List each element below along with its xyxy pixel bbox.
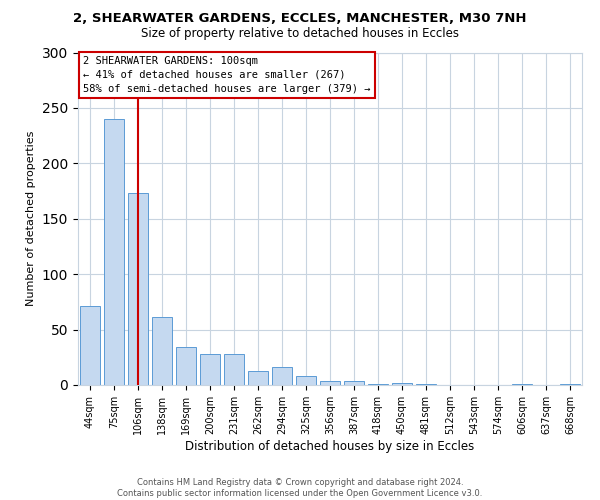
Bar (152, 318, 172, 385)
Bar (296, 376, 316, 385)
Bar (512, 384, 532, 385)
X-axis label: Distribution of detached houses by size in Eccles: Distribution of detached houses by size … (185, 440, 475, 452)
Bar (368, 384, 388, 385)
Bar (176, 348, 196, 385)
Y-axis label: Number of detached properties: Number of detached properties (26, 131, 37, 306)
Bar (392, 383, 412, 385)
Bar (248, 370, 268, 385)
Bar (416, 384, 436, 385)
Bar (104, 119, 124, 385)
Text: Contains HM Land Registry data © Crown copyright and database right 2024.
Contai: Contains HM Land Registry data © Crown c… (118, 478, 482, 498)
Text: 2 SHEARWATER GARDENS: 100sqm
← 41% of detached houses are smaller (267)
58% of s: 2 SHEARWATER GARDENS: 100sqm ← 41% of de… (83, 56, 371, 94)
Bar (200, 354, 220, 385)
Bar (320, 380, 340, 385)
Bar (344, 380, 364, 385)
Bar (224, 354, 244, 385)
Bar (272, 368, 292, 385)
Bar (560, 384, 580, 385)
Bar (80, 306, 100, 385)
Text: 2, SHEARWATER GARDENS, ECCLES, MANCHESTER, M30 7NH: 2, SHEARWATER GARDENS, ECCLES, MANCHESTE… (73, 12, 527, 26)
Bar (128, 194, 148, 385)
Text: Size of property relative to detached houses in Eccles: Size of property relative to detached ho… (141, 28, 459, 40)
